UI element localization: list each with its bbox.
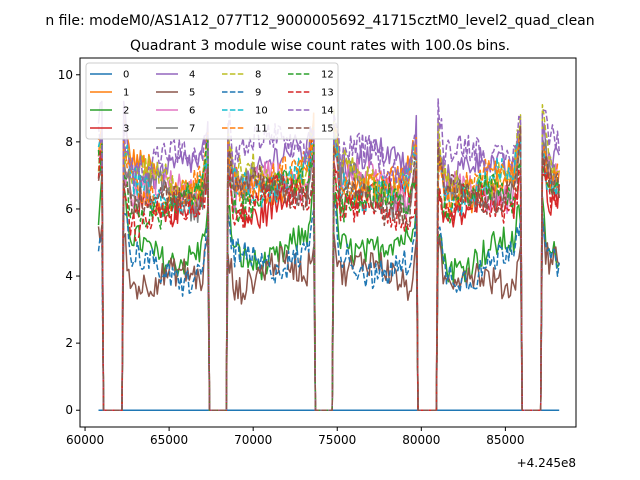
- figure-suptitle: n file: modeM0/AS1A12_077T12_9000005692_…: [45, 13, 594, 29]
- y-tick-label: 0: [65, 403, 73, 417]
- legend-box: [85, 62, 339, 140]
- legend-label-10: 10: [255, 106, 268, 117]
- x-tick-label: 60000: [66, 433, 104, 447]
- legend-label-3: 3: [123, 124, 129, 135]
- legend-label-14: 14: [321, 106, 334, 117]
- legend-label-8: 8: [255, 70, 261, 81]
- legend-label-12: 12: [321, 70, 334, 81]
- legend-label-4: 4: [189, 70, 195, 81]
- legend-label-9: 9: [255, 88, 261, 99]
- legend-label-15: 15: [321, 124, 334, 135]
- x-tick-label: 70000: [234, 433, 272, 447]
- y-axis: 0 2 4 6 8 10: [58, 68, 80, 417]
- legend-label-6: 6: [189, 106, 195, 117]
- legend-label-2: 2: [123, 106, 129, 117]
- legend-label-11: 11: [255, 124, 268, 135]
- series-line-15: [97, 125, 560, 411]
- x-tick-label: 85000: [486, 433, 524, 447]
- plot-frame: [79, 57, 577, 428]
- legend-label-1: 1: [123, 88, 129, 99]
- y-tick-label: 8: [65, 135, 73, 149]
- legend-label-13: 13: [321, 88, 334, 99]
- series-layer: [97, 98, 560, 411]
- x-offset-label: +4.245e8: [517, 456, 576, 470]
- y-tick-label: 10: [58, 68, 73, 82]
- chart-title: Quadrant 3 module wise count rates with …: [130, 38, 510, 54]
- legend-label-0: 0: [123, 70, 129, 81]
- x-axis: 60000 65000 70000 75000 80000 85000: [66, 427, 524, 447]
- y-tick-label: 2: [65, 336, 73, 350]
- legend-label-5: 5: [189, 88, 195, 99]
- series-line-14: [97, 98, 560, 411]
- series-line-9: [97, 204, 560, 411]
- y-tick-label: 4: [65, 269, 73, 283]
- y-tick-label: 6: [65, 202, 73, 216]
- x-tick-label: 65000: [150, 433, 188, 447]
- x-tick-label: 75000: [318, 433, 356, 447]
- legend-label-7: 7: [189, 124, 195, 135]
- x-tick-label: 80000: [402, 433, 440, 447]
